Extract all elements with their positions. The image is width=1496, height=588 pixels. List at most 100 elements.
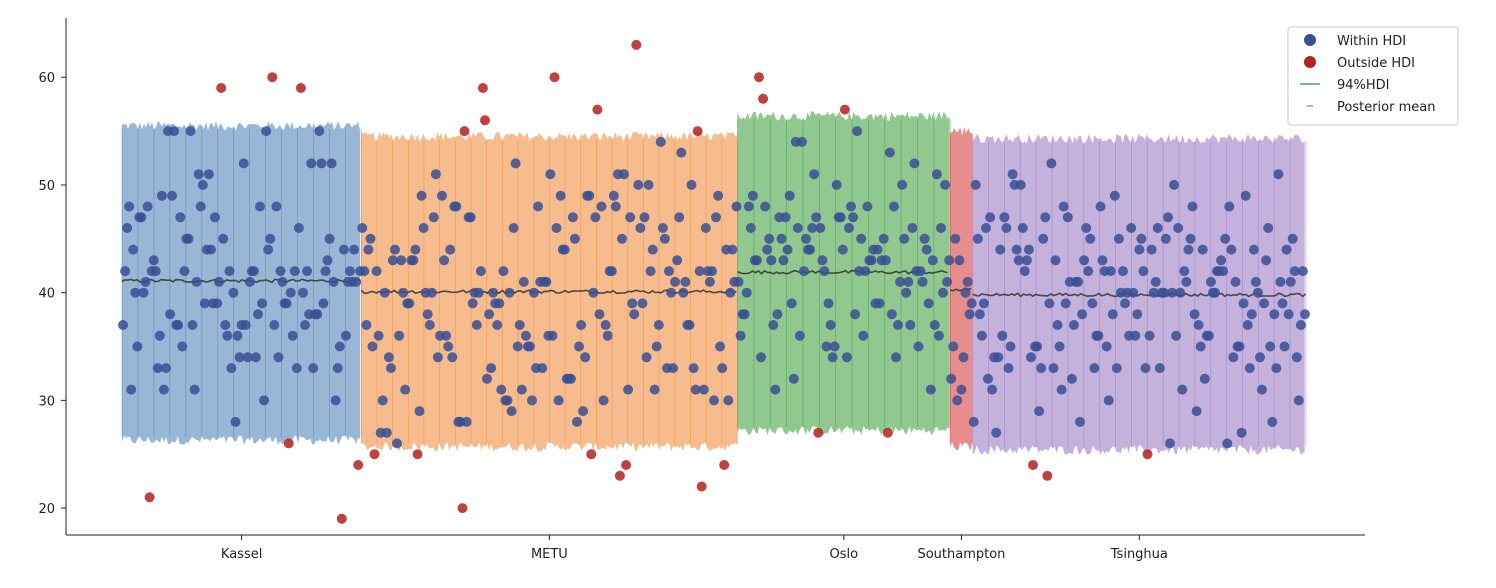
point-within-hdi (991, 427, 1002, 438)
point-within-hdi (970, 179, 981, 190)
point-within-hdi (533, 201, 544, 212)
point-within-hdi (1097, 255, 1108, 266)
point-within-hdi (136, 212, 147, 223)
point-within-hdi (731, 201, 742, 212)
point-within-hdi (574, 341, 584, 352)
point-within-hdi (629, 309, 640, 320)
point-outside-hdi (480, 115, 490, 126)
point-within-hdi (698, 384, 709, 395)
point-within-hdi (1191, 406, 1202, 417)
point-within-hdi (962, 276, 973, 287)
point-within-hdi (844, 223, 854, 233)
hdi-band-kassel (122, 120, 360, 446)
point-within-hdi (651, 341, 662, 352)
point-within-hdi (328, 276, 339, 287)
point-within-hdi (379, 287, 390, 298)
point-outside-hdi (144, 492, 155, 503)
point-within-hdi (387, 255, 398, 266)
point-within-hdi (414, 406, 425, 417)
point-within-hdi (987, 384, 998, 395)
point-within-hdi (1124, 330, 1135, 341)
point-within-hdi (500, 395, 511, 406)
legend-marker-dot (1304, 56, 1316, 68)
hdi-band-tsinghua (972, 133, 1305, 455)
point-within-hdi (163, 126, 173, 137)
point-within-hdi (226, 363, 237, 374)
point-within-hdi (1177, 384, 1188, 395)
point-outside-hdi (592, 104, 603, 115)
point-within-hdi (594, 309, 605, 320)
point-within-hdi (751, 255, 762, 266)
point-within-hdi (637, 298, 648, 309)
point-within-hdi (1220, 233, 1231, 244)
point-within-hdi (1232, 341, 1243, 352)
point-within-hdi (635, 223, 646, 233)
point-within-hdi (424, 320, 435, 330)
point-within-hdi (359, 266, 370, 277)
point-within-hdi (1058, 201, 1069, 212)
point-within-hdi (122, 223, 133, 233)
point-within-hdi (639, 212, 650, 223)
point-within-hdi (161, 363, 171, 374)
point-within-hdi (1101, 341, 1112, 352)
point-within-hdi (983, 373, 993, 384)
point-within-hdi (156, 190, 167, 201)
point-outside-hdi (586, 449, 597, 460)
legend-label: Within HDI (1337, 34, 1406, 49)
point-within-hdi (535, 276, 546, 287)
point-within-hdi (976, 330, 987, 341)
point-outside-hdi (1028, 460, 1038, 470)
point-within-hdi (1013, 255, 1024, 266)
x-tick-label-oslo: Oslo (830, 547, 859, 562)
point-within-hdi (655, 136, 666, 147)
point-within-hdi (737, 309, 748, 320)
point-within-hdi (1026, 352, 1036, 363)
point-within-hdi (185, 126, 196, 137)
point-within-hdi (179, 266, 190, 277)
point-within-hdi (363, 244, 374, 255)
point-within-hdi (884, 147, 895, 158)
hdi-band-southampton (950, 127, 973, 451)
point-within-hdi (1281, 244, 1292, 255)
point-outside-hdi (758, 93, 769, 104)
point-outside-hdi (692, 126, 703, 137)
point-within-hdi (694, 266, 705, 277)
point-within-hdi (1277, 298, 1288, 309)
point-within-hdi (1148, 287, 1159, 298)
point-within-hdi (224, 266, 235, 277)
point-within-hdi (735, 330, 746, 341)
point-within-hdi (1005, 341, 1016, 352)
point-within-hdi (743, 201, 754, 212)
point-within-hdi (1271, 363, 1282, 374)
point-within-hdi (375, 427, 386, 438)
point-within-hdi (1267, 416, 1278, 427)
point-within-hdi (678, 287, 689, 298)
point-within-hdi (940, 179, 951, 190)
point-within-hdi (322, 255, 333, 266)
point-within-hdi (981, 223, 991, 233)
point-within-hdi (997, 330, 1008, 341)
point-within-hdi (1113, 233, 1124, 244)
point-within-hdi (1167, 287, 1178, 298)
point-within-hdi (889, 201, 899, 212)
point-outside-hdi (283, 438, 294, 449)
point-within-hdi (572, 416, 582, 427)
point-within-hdi (709, 395, 719, 406)
point-within-hdi (676, 147, 687, 158)
point-within-hdi (672, 255, 683, 266)
point-within-hdi (518, 276, 529, 287)
point-within-hdi (197, 179, 208, 190)
point-within-hdi (320, 266, 331, 277)
point-within-hdi (338, 244, 349, 255)
point-within-hdi (772, 309, 783, 320)
point-within-hdi (177, 341, 188, 352)
point-within-hdi (588, 287, 599, 298)
point-within-hdi (435, 330, 445, 341)
point-within-hdi (461, 416, 472, 427)
point-within-hdi (938, 287, 948, 298)
point-within-hdi (704, 276, 715, 287)
point-within-hdi (1189, 309, 1200, 320)
x-ticks: Kassel METU Oslo Southampton Tsinghua (221, 535, 1168, 562)
point-within-hdi (1289, 266, 1300, 277)
point-within-hdi (306, 158, 317, 169)
